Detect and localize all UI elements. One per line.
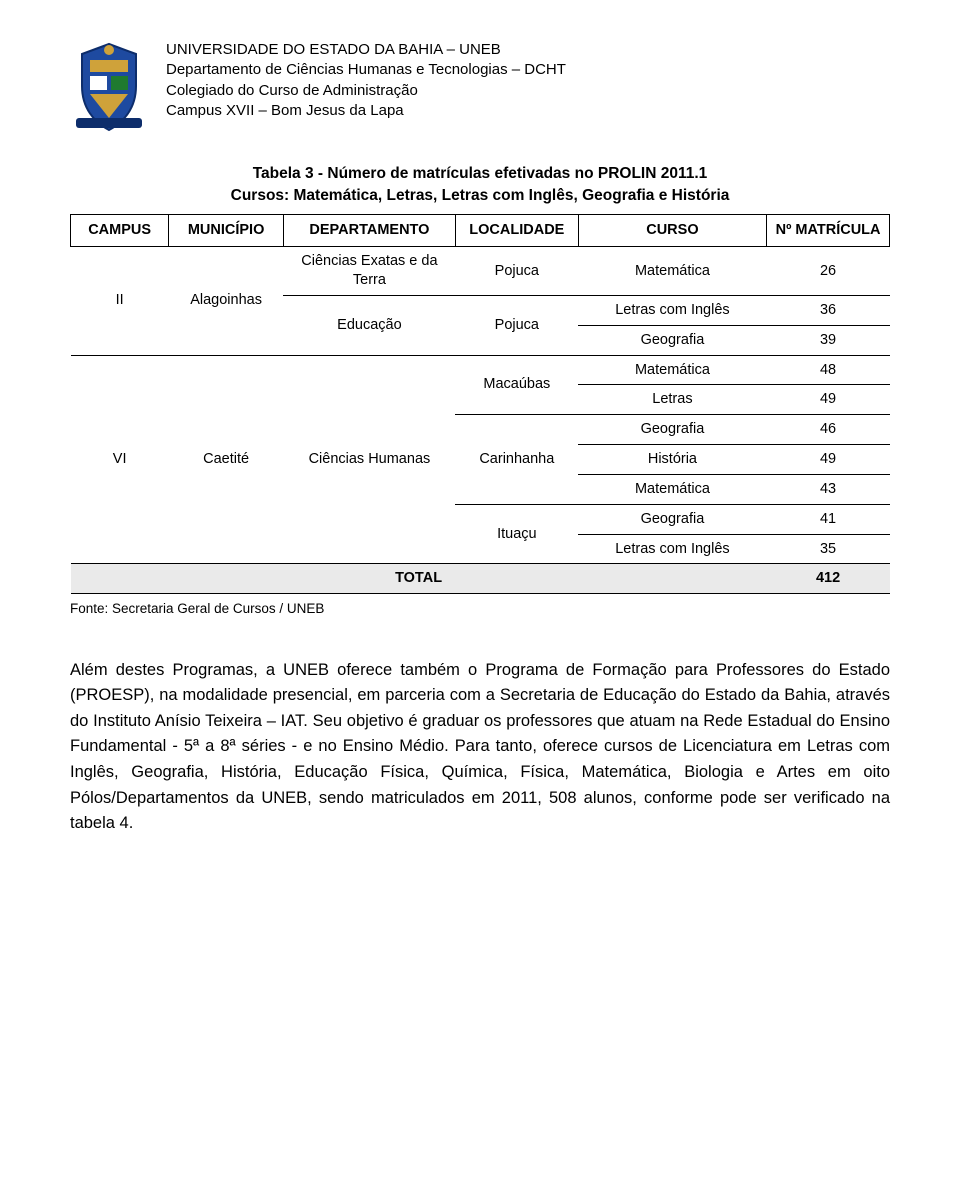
cell: II <box>71 247 169 355</box>
cell: Ituaçu <box>455 504 578 564</box>
cell: 43 <box>767 474 890 504</box>
cell: Carinhanha <box>455 415 578 505</box>
header-text-block: UNIVERSIDADE DO ESTADO DA BAHIA – UNEB D… <box>166 40 566 121</box>
cell: Pojuca <box>455 295 578 355</box>
table-row: VI Caetité Ciências Humanas Macaúbas Mat… <box>71 355 890 385</box>
page-header: UNIVERSIDADE DO ESTADO DA BAHIA – UNEB D… <box>70 40 890 136</box>
table-source: Fonte: Secretaria Geral de Cursos / UNEB <box>70 600 890 618</box>
header-line-1: UNIVERSIDADE DO ESTADO DA BAHIA – UNEB <box>166 40 566 60</box>
cell: 48 <box>767 355 890 385</box>
enrollment-table: CAMPUS MUNICÍPIO DEPARTAMENTO LOCALIDADE… <box>70 214 890 594</box>
total-label: TOTAL <box>71 564 767 594</box>
cell: 46 <box>767 415 890 445</box>
cell: 35 <box>767 534 890 564</box>
total-value: 412 <box>767 564 890 594</box>
cell: VI <box>71 355 169 564</box>
header-line-3: Colegiado do Curso de Administração <box>166 81 566 101</box>
cell: Letras com Inglês <box>578 295 766 325</box>
col-localidade: LOCALIDADE <box>455 215 578 247</box>
col-municipio: MUNICÍPIO <box>169 215 284 247</box>
cell: Ciências Exatas e da Terra <box>283 247 455 296</box>
cell: Matemática <box>578 355 766 385</box>
cell: Pojuca <box>455 247 578 296</box>
body-paragraph-1: Além destes Programas, a UNEB oferece ta… <box>70 658 890 837</box>
cell: Educação <box>283 295 455 355</box>
cell: Alagoinhas <box>169 247 284 355</box>
cell: Letras com Inglês <box>578 534 766 564</box>
cell: Matemática <box>578 247 766 296</box>
cell: Geografia <box>578 415 766 445</box>
cell: Geografia <box>578 504 766 534</box>
col-nmatricula: Nº MATRÍCULA <box>767 215 890 247</box>
cell: Letras <box>578 385 766 415</box>
crest-icon <box>70 40 148 136</box>
header-line-4: Campus XVII – Bom Jesus da Lapa <box>166 101 566 121</box>
cell: 49 <box>767 385 890 415</box>
col-curso: CURSO <box>578 215 766 247</box>
cell: Geografia <box>578 325 766 355</box>
cell: 39 <box>767 325 890 355</box>
table-title: Tabela 3 - Número de matrículas efetivad… <box>70 164 890 184</box>
cell: 49 <box>767 445 890 475</box>
cell: Caetité <box>169 355 284 564</box>
table-subtitle: Cursos: Matemática, Letras, Letras com I… <box>70 186 890 206</box>
table-row: II Alagoinhas Ciências Exatas e da Terra… <box>71 247 890 296</box>
cell: História <box>578 445 766 475</box>
cell: 26 <box>767 247 890 296</box>
cell: 41 <box>767 504 890 534</box>
table-header-row: CAMPUS MUNICÍPIO DEPARTAMENTO LOCALIDADE… <box>71 215 890 247</box>
cell: Macaúbas <box>455 355 578 415</box>
header-line-2: Departamento de Ciências Humanas e Tecno… <box>166 60 566 80</box>
cell: Matemática <box>578 474 766 504</box>
table-total-row: TOTAL 412 <box>71 564 890 594</box>
col-campus: CAMPUS <box>71 215 169 247</box>
cell: Ciências Humanas <box>283 355 455 564</box>
cell: 36 <box>767 295 890 325</box>
col-departamento: DEPARTAMENTO <box>283 215 455 247</box>
